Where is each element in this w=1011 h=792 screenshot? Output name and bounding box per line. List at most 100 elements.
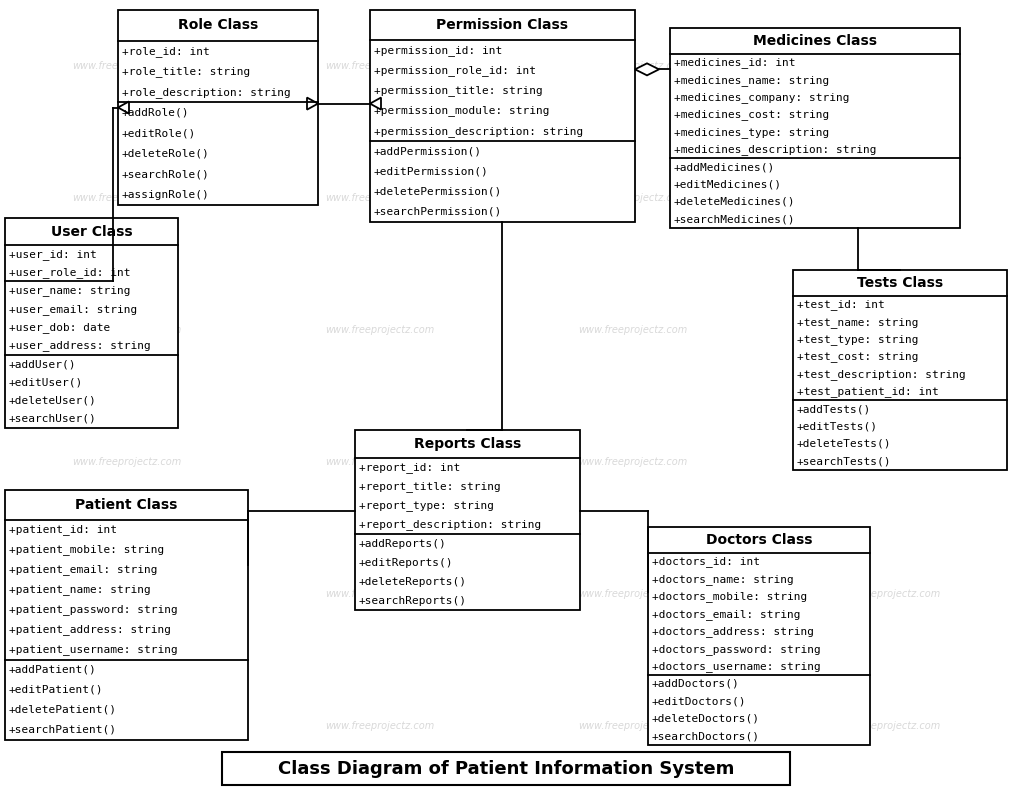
Text: +user_role_id: int: +user_role_id: int xyxy=(9,268,130,278)
Text: +user_dob: date: +user_dob: date xyxy=(9,322,110,333)
Text: www.freeprojectz.com: www.freeprojectz.com xyxy=(72,457,181,467)
Text: +permission_title: string: +permission_title: string xyxy=(374,86,542,96)
Text: www.freeprojectz.com: www.freeprojectz.com xyxy=(577,721,686,731)
Bar xyxy=(669,28,959,228)
Text: +test_id: int: +test_id: int xyxy=(797,299,884,310)
Text: +medicines_name: string: +medicines_name: string xyxy=(673,74,828,86)
Text: +medicines_type: string: +medicines_type: string xyxy=(673,127,828,138)
Text: +editUser(): +editUser() xyxy=(9,377,83,387)
Text: +searchReports(): +searchReports() xyxy=(359,596,466,606)
Text: +doctors_mobile: string: +doctors_mobile: string xyxy=(651,592,807,602)
Text: +doctors_address: string: +doctors_address: string xyxy=(651,626,813,637)
Text: +addDoctors(): +addDoctors() xyxy=(651,679,739,689)
Text: www.freeprojectz.com: www.freeprojectz.com xyxy=(72,325,181,335)
Polygon shape xyxy=(634,63,658,75)
Text: +searchUser(): +searchUser() xyxy=(9,414,97,424)
Text: +patient_password: string: +patient_password: string xyxy=(9,604,178,615)
Bar xyxy=(5,218,178,428)
Text: +medicines_description: string: +medicines_description: string xyxy=(673,144,876,155)
Text: +user_id: int: +user_id: int xyxy=(9,249,97,260)
Text: +deleteDoctors(): +deleteDoctors() xyxy=(651,714,759,724)
Text: +patient_username: string: +patient_username: string xyxy=(9,645,178,656)
Text: +searchTests(): +searchTests() xyxy=(797,456,891,466)
Text: www.freeprojectz.com: www.freeprojectz.com xyxy=(577,325,686,335)
Text: Doctors Class: Doctors Class xyxy=(705,533,812,547)
Text: +test_type: string: +test_type: string xyxy=(797,334,918,345)
Text: +editMedicines(): +editMedicines() xyxy=(673,180,782,189)
Text: www.freeprojectz.com: www.freeprojectz.com xyxy=(72,61,181,71)
Text: +doctors_id: int: +doctors_id: int xyxy=(651,557,759,567)
Text: Class Diagram of Patient Information System: Class Diagram of Patient Information Sys… xyxy=(278,760,733,778)
Text: +doctors_name: string: +doctors_name: string xyxy=(651,574,793,584)
Text: Medicines Class: Medicines Class xyxy=(752,34,877,48)
Text: +searchDoctors(): +searchDoctors() xyxy=(651,731,759,741)
Text: www.freeprojectz.com: www.freeprojectz.com xyxy=(830,61,939,71)
Text: +report_type: string: +report_type: string xyxy=(359,501,493,512)
Text: +editDoctors(): +editDoctors() xyxy=(651,696,746,706)
Text: +patient_id: int: +patient_id: int xyxy=(9,524,117,535)
Text: +editPatient(): +editPatient() xyxy=(9,685,103,695)
Text: +permission_role_id: int: +permission_role_id: int xyxy=(374,65,536,76)
Text: +editTests(): +editTests() xyxy=(797,421,878,432)
Bar xyxy=(793,270,1006,470)
Text: +deleteUser(): +deleteUser() xyxy=(9,396,97,406)
Text: www.freeprojectz.com: www.freeprojectz.com xyxy=(325,457,434,467)
Text: www.freeprojectz.com: www.freeprojectz.com xyxy=(72,721,181,731)
Text: www.freeprojectz.com: www.freeprojectz.com xyxy=(830,589,939,599)
Bar xyxy=(5,490,248,740)
Text: Tests Class: Tests Class xyxy=(856,276,942,290)
Text: +addUser(): +addUser() xyxy=(9,359,77,369)
Text: +test_cost: string: +test_cost: string xyxy=(797,352,918,363)
Text: +deleteReports(): +deleteReports() xyxy=(359,577,466,587)
Text: Permission Class: Permission Class xyxy=(436,18,568,32)
Text: +patient_email: string: +patient_email: string xyxy=(9,565,158,576)
Text: Reports Class: Reports Class xyxy=(413,437,521,451)
Text: +role_id: int: +role_id: int xyxy=(122,46,209,56)
Text: +permission_description: string: +permission_description: string xyxy=(374,126,582,136)
Text: +patient_address: string: +patient_address: string xyxy=(9,625,171,635)
Text: +doctors_username: string: +doctors_username: string xyxy=(651,661,820,672)
Text: www.freeprojectz.com: www.freeprojectz.com xyxy=(577,61,686,71)
Text: Role Class: Role Class xyxy=(178,18,258,32)
Text: www.freeprojectz.com: www.freeprojectz.com xyxy=(577,589,686,599)
Text: +user_address: string: +user_address: string xyxy=(9,341,151,352)
Text: www.freeprojectz.com: www.freeprojectz.com xyxy=(325,61,434,71)
Text: www.freeprojectz.com: www.freeprojectz.com xyxy=(72,589,181,599)
Text: +medicines_cost: string: +medicines_cost: string xyxy=(673,109,828,120)
Text: +report_id: int: +report_id: int xyxy=(359,463,460,474)
Text: +addRole(): +addRole() xyxy=(122,108,189,118)
Text: www.freeprojectz.com: www.freeprojectz.com xyxy=(830,457,939,467)
Text: +report_title: string: +report_title: string xyxy=(359,482,500,493)
Text: +user_email: string: +user_email: string xyxy=(9,304,137,314)
Bar xyxy=(370,10,634,222)
Text: www.freeprojectz.com: www.freeprojectz.com xyxy=(577,457,686,467)
Text: +deleteMedicines(): +deleteMedicines() xyxy=(673,197,795,207)
Text: www.freeprojectz.com: www.freeprojectz.com xyxy=(325,589,434,599)
Text: +permission_module: string: +permission_module: string xyxy=(374,105,549,116)
Text: +addMedicines(): +addMedicines() xyxy=(673,162,774,172)
Text: +addPatient(): +addPatient() xyxy=(9,665,97,675)
Bar xyxy=(647,527,869,745)
Text: www.freeprojectz.com: www.freeprojectz.com xyxy=(830,721,939,731)
Text: +test_description: string: +test_description: string xyxy=(797,369,964,380)
Text: +test_patient_id: int: +test_patient_id: int xyxy=(797,386,938,398)
Text: +permission_id: int: +permission_id: int xyxy=(374,45,501,55)
Text: +searchRole(): +searchRole() xyxy=(122,169,209,179)
Text: +assignRole(): +assignRole() xyxy=(122,190,209,200)
Text: +test_name: string: +test_name: string xyxy=(797,317,918,328)
Text: +searchPatient(): +searchPatient() xyxy=(9,725,117,735)
Text: +medicines_id: int: +medicines_id: int xyxy=(673,57,795,68)
Text: +deletePatient(): +deletePatient() xyxy=(9,705,117,715)
Text: +report_description: string: +report_description: string xyxy=(359,520,541,530)
Text: +role_title: string: +role_title: string xyxy=(122,66,250,77)
Text: www.freeprojectz.com: www.freeprojectz.com xyxy=(325,721,434,731)
Text: www.freeprojectz.com: www.freeprojectz.com xyxy=(325,325,434,335)
Text: +editPermission(): +editPermission() xyxy=(374,166,488,177)
Bar xyxy=(221,752,790,785)
Text: +editRole(): +editRole() xyxy=(122,128,196,138)
Text: +addTests(): +addTests() xyxy=(797,404,870,414)
Text: +deleteRole(): +deleteRole() xyxy=(122,149,209,158)
Text: +doctors_password: string: +doctors_password: string xyxy=(651,644,820,654)
Text: +patient_name: string: +patient_name: string xyxy=(9,584,151,596)
Text: +searchPermission(): +searchPermission() xyxy=(374,207,501,217)
